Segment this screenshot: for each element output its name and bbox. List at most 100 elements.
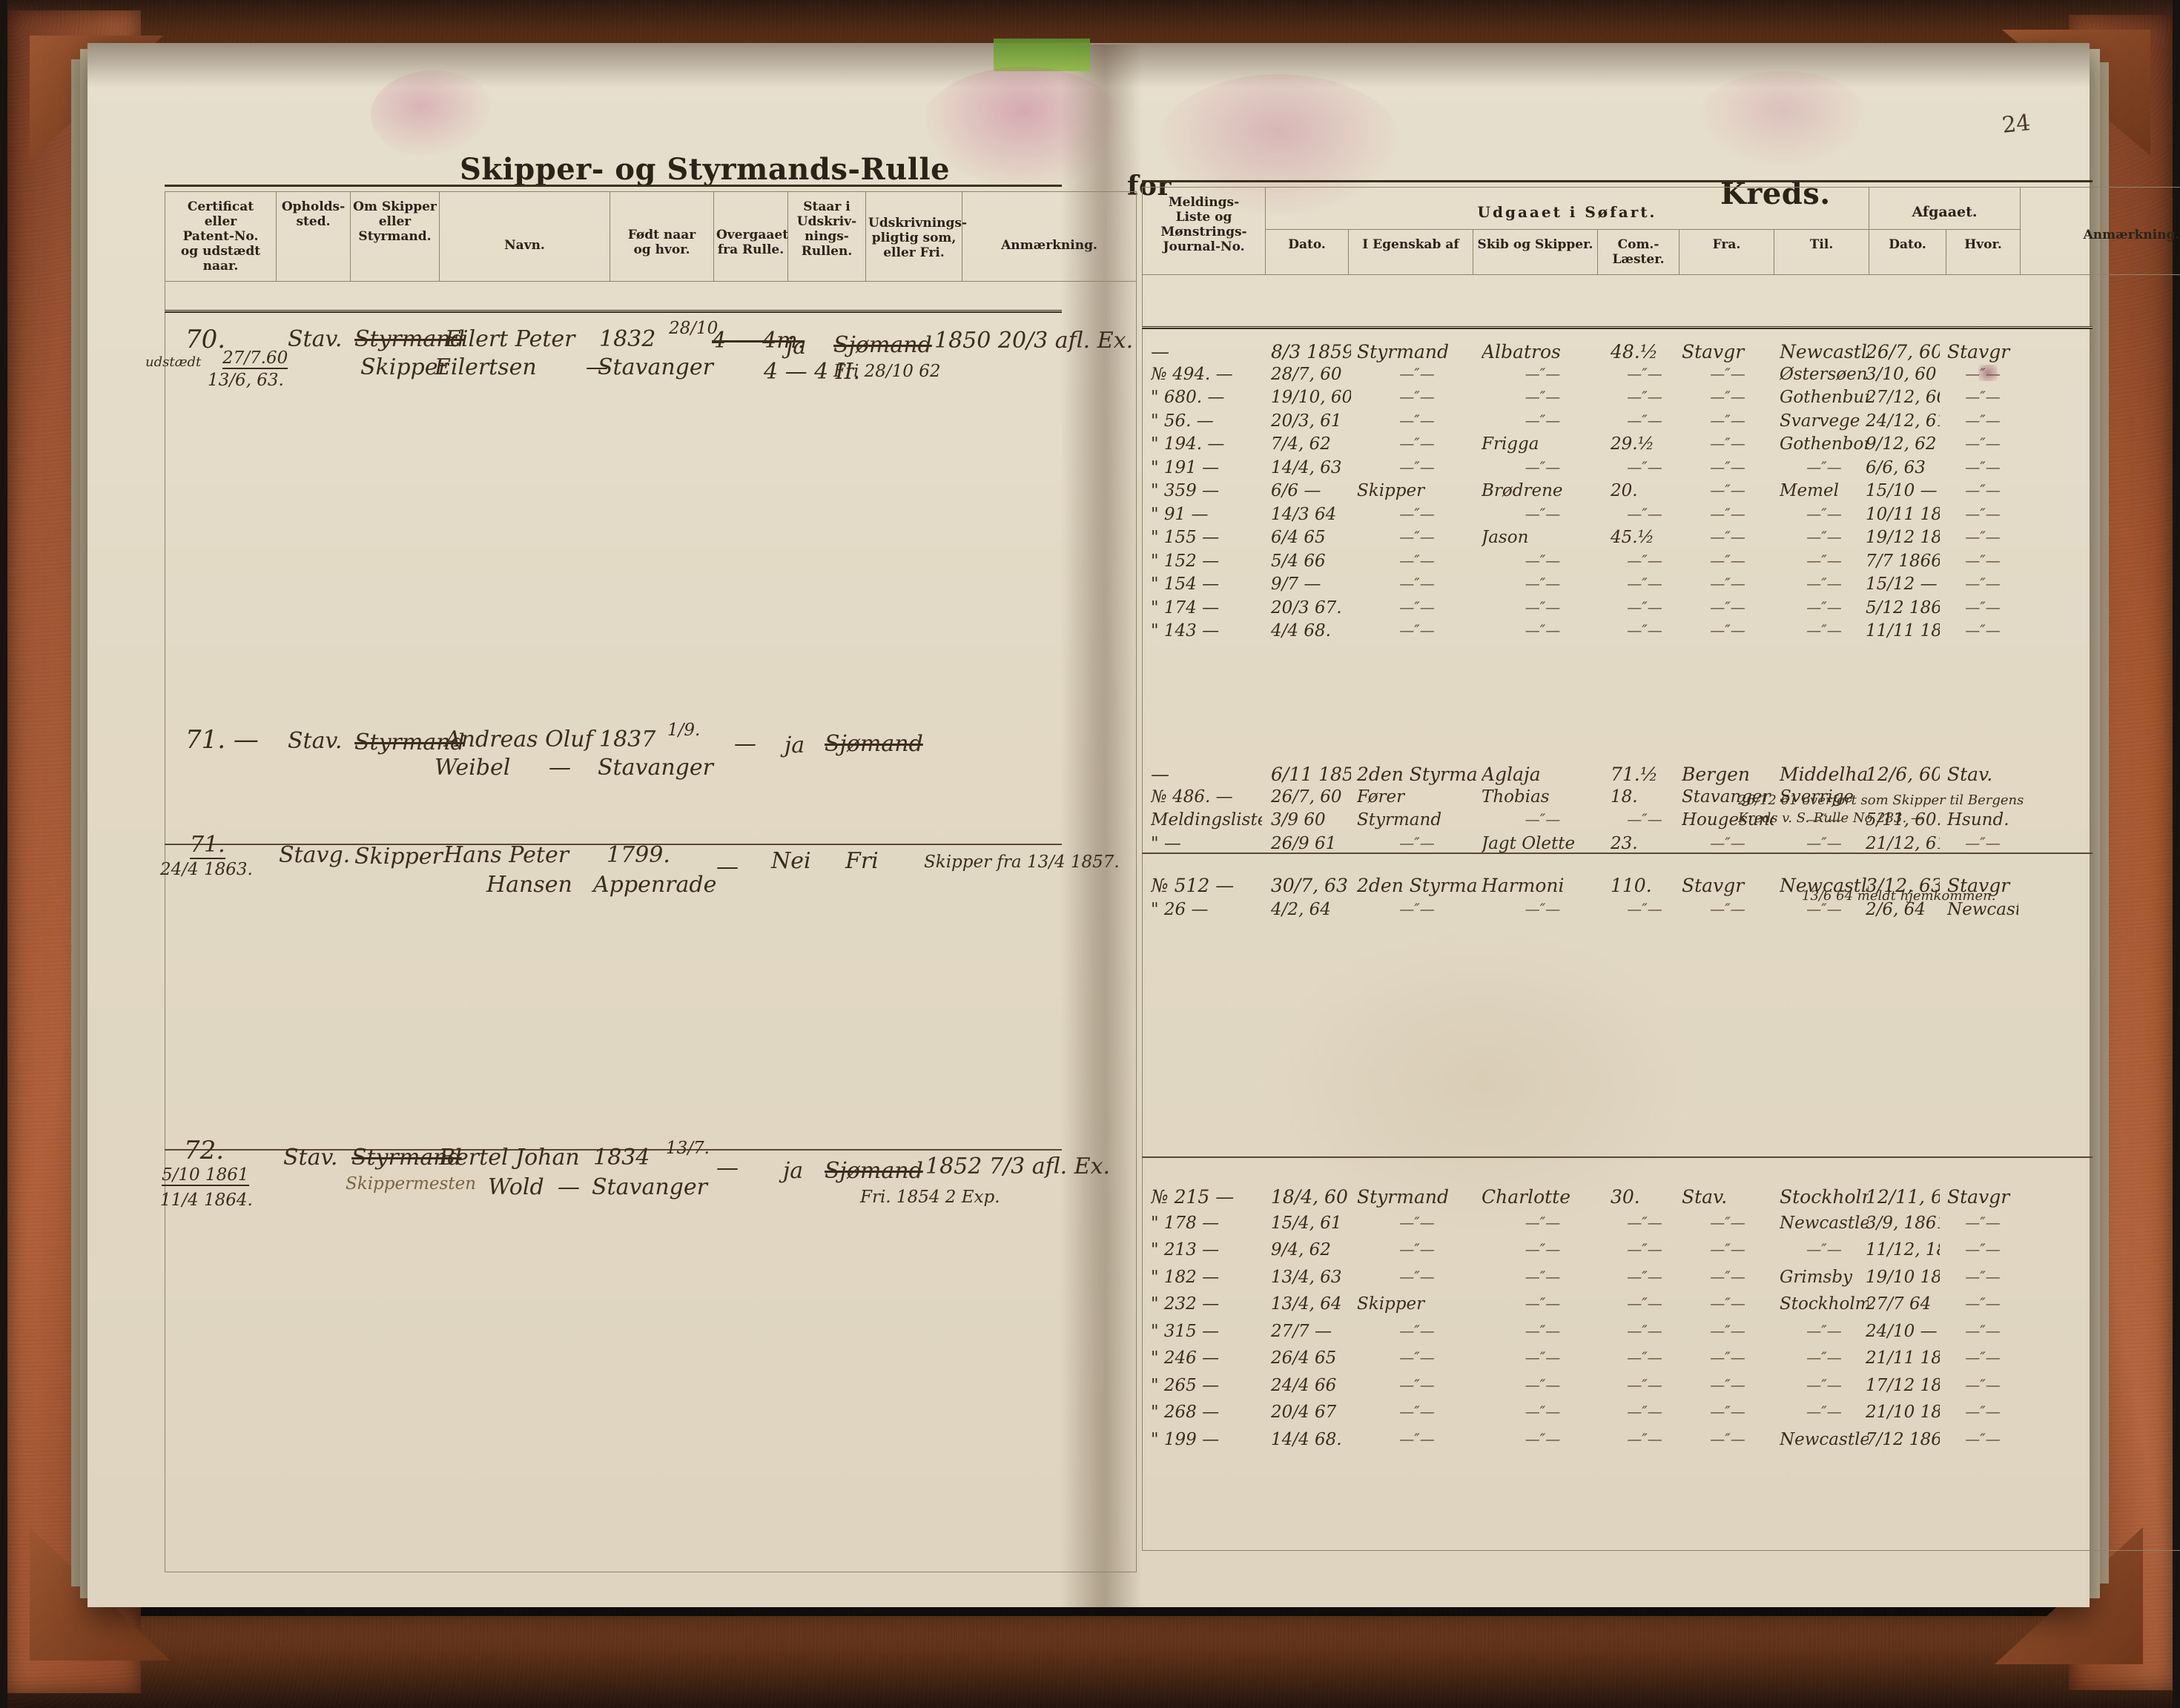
conscription-roll-ref: 4 — 4 II.: [764, 359, 861, 385]
voyage-left-where: —″—: [1965, 457, 2001, 476]
th-group-left: Afgaaet.: [1869, 187, 2021, 230]
voyage-from: Hougesund: [1682, 810, 1774, 830]
voyage-ship: —″—: [1525, 1375, 1561, 1394]
residence: Stavg.: [279, 842, 351, 868]
voyage-from: —″—: [1710, 1267, 1745, 1285]
page-edge-stack-left-outer: [71, 59, 80, 1586]
name-dash: —: [586, 354, 608, 380]
voyage-left-date: 19/10 1863: [1866, 1267, 1940, 1287]
voyage-left-date: 15/10 —: [1866, 481, 1938, 500]
voyage-date: 4/2, 64: [1271, 900, 1331, 919]
th-left-date: Dato.: [1869, 228, 1946, 275]
th-remark: Anmærkning.: [962, 191, 1137, 282]
voyage-left-date: 17/12 1866: [1866, 1375, 1940, 1395]
voyage-ship: —″—: [1525, 1403, 1561, 1420]
voyage-laester: —″—: [1627, 1267, 1662, 1285]
voyage-left-date: 21/10 1867: [1866, 1403, 1940, 1422]
voyage-journal: " 56. —: [1151, 411, 1214, 431]
voyage-to: —″—: [1806, 1375, 1842, 1394]
page-edge-stack-left-inner: [80, 49, 89, 1598]
issued-label: udstædt: [145, 354, 202, 370]
table-top-rule-right: [1142, 180, 2093, 182]
th-group-voyage: Udgaaet i Søfart.: [1265, 187, 1869, 230]
voyage-journal: " 143 —: [1151, 621, 1220, 640]
table-top-rule-left: [165, 185, 1062, 187]
voyage-laester: —″—: [1627, 504, 1662, 523]
voyage-date: 6/6 —: [1271, 481, 1321, 500]
residence: Stav.: [283, 1145, 338, 1171]
voyage-date: 26/9 61: [1271, 833, 1337, 853]
voyage-date: 5/4 66: [1271, 551, 1326, 571]
voyage-from: —″—: [1710, 411, 1745, 429]
voyage-left-where: —″—: [1965, 621, 2001, 639]
voyage-journal: " 315 —: [1151, 1321, 1220, 1341]
liability-struck: Sjømand: [833, 332, 932, 358]
voyage-date: 7/4, 62: [1271, 434, 1331, 454]
voyage-capacity: Styrmand: [1357, 810, 1442, 830]
voyage-left-date: 5/12 1867: [1866, 598, 1940, 618]
voyage-left-where: Stavgr: [1947, 875, 2010, 896]
table-header-underline-right: [1142, 326, 2093, 329]
liability-note: Fri 28/10 62: [833, 362, 941, 381]
birth-day: 1/9.: [667, 721, 701, 740]
voyage-capacity: Skipper: [1357, 481, 1425, 500]
voyage-journal: " 359 —: [1151, 481, 1220, 500]
right-body-row: [1142, 274, 2180, 1551]
voyage-to: Gothenburg: [1780, 388, 1869, 407]
patent-no: 72.: [184, 1136, 225, 1165]
voyage-left-where: Stav.: [1947, 764, 1993, 785]
voyage-laester: 48.½: [1611, 341, 1658, 363]
voyage-laester: —″—: [1627, 900, 1662, 918]
voyage-date: 30/7, 63: [1271, 875, 1348, 896]
voyage-to: Gothenborg: [1780, 434, 1869, 454]
voyage-to: —″—: [1806, 551, 1842, 569]
voyage-date: 19/10, 60: [1271, 388, 1351, 407]
voyage-laester: —″—: [1627, 1348, 1662, 1366]
voyage-journal: № 486. —: [1151, 787, 1233, 807]
voyage-left-where: —″—: [1965, 1348, 2001, 1366]
issued-date: 5/10 1861: [162, 1165, 249, 1186]
voyage-left-date: 12/6, 60: [1866, 764, 1940, 785]
patent-no: 71. —: [185, 725, 259, 755]
red-ink-mark: [1978, 365, 1998, 381]
voyage-left-date: 3/9, 1861: [1866, 1213, 1940, 1233]
voyage-from: —″—: [1710, 1403, 1745, 1420]
voyage-journal: " 213 —: [1151, 1240, 1220, 1260]
voyage-laester: —″—: [1627, 1294, 1662, 1312]
voyage-ship: Brødrene: [1482, 481, 1563, 500]
voyage-capacity: Styrmand: [1357, 1186, 1449, 1208]
voyage-journal: " 199 —: [1151, 1429, 1220, 1449]
transferred-from-roll: 4 — 4m.: [712, 328, 805, 354]
birth-place: Stavanger: [598, 354, 713, 380]
voyage-journal: № 215 —: [1151, 1186, 1235, 1208]
th-residence: Opholds- sted.: [276, 191, 351, 282]
voyage-from: —″—: [1710, 457, 1745, 476]
right-remark: 13/6 64 meldt hjemkommen.: [1802, 888, 1996, 904]
voyage-capacity: —″—: [1399, 551, 1435, 569]
voyage-left-where: —″—: [1965, 388, 2001, 406]
voyage-to: —″—: [1806, 457, 1842, 476]
entry-separator: [1142, 853, 2093, 854]
voyage-from: —″—: [1710, 833, 1745, 852]
voyage-left-where: —″—: [1965, 1403, 2001, 1420]
voyage-left-date: 3/12, 63: [1866, 875, 1940, 896]
voyage-laester: 71.½: [1611, 764, 1658, 785]
th-name: Navn.: [439, 191, 610, 282]
voyage-date: 20/4 67: [1271, 1403, 1337, 1422]
voyage-to: Newcastle: [1780, 1429, 1869, 1449]
voyage-from: —″—: [1710, 504, 1745, 523]
voyage-left-date: 21/11 1865: [1866, 1348, 1940, 1368]
voyage-left-date: 2/6, 64: [1866, 900, 1926, 919]
voyage-left-where: Stavgr: [1947, 341, 2010, 363]
left-header-row: Certificat eller Patent-No. og udstædt n…: [165, 191, 1137, 282]
voyage-ship: —″—: [1525, 1294, 1561, 1312]
voyage-left-date: 11/12, 1862: [1866, 1240, 1940, 1260]
birth-place: Stavanger: [592, 1174, 707, 1200]
voyage-to: Grimsby: [1780, 1267, 1853, 1287]
birth-year: 1832: [599, 326, 656, 352]
voyage-date: 14/3 64: [1271, 504, 1337, 524]
voyage-left-date: 3/10, 60: [1866, 364, 1937, 384]
voyage-laester: —″—: [1627, 551, 1662, 569]
voyage-capacity: —″—: [1399, 900, 1435, 918]
th-conscription-roll: Staar i Udskriv- nings- Rullen.: [787, 191, 866, 282]
